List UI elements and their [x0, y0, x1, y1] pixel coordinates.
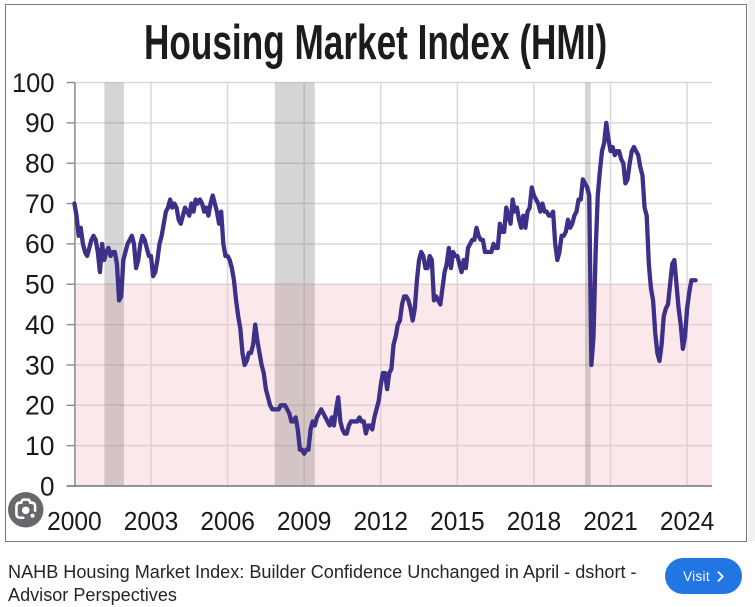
svg-text:2006: 2006: [200, 506, 255, 536]
svg-text:40: 40: [25, 310, 55, 340]
svg-text:10: 10: [25, 431, 55, 461]
svg-text:70: 70: [25, 189, 55, 219]
svg-text:100: 100: [12, 68, 55, 98]
svg-text:2021: 2021: [583, 506, 638, 536]
svg-text:50: 50: [25, 270, 55, 300]
svg-text:0: 0: [40, 471, 55, 501]
svg-text:20: 20: [25, 391, 55, 421]
svg-text:2003: 2003: [124, 506, 179, 536]
svg-text:90: 90: [25, 108, 55, 138]
svg-text:30: 30: [25, 350, 55, 380]
svg-text:60: 60: [25, 229, 55, 259]
svg-text:2024: 2024: [660, 506, 715, 536]
svg-text:2018: 2018: [507, 506, 562, 536]
svg-text:2009: 2009: [277, 506, 332, 536]
svg-text:2000: 2000: [47, 506, 102, 536]
svg-text:2012: 2012: [354, 506, 409, 536]
svg-text:2015: 2015: [430, 506, 485, 536]
svg-text:80: 80: [25, 149, 55, 179]
